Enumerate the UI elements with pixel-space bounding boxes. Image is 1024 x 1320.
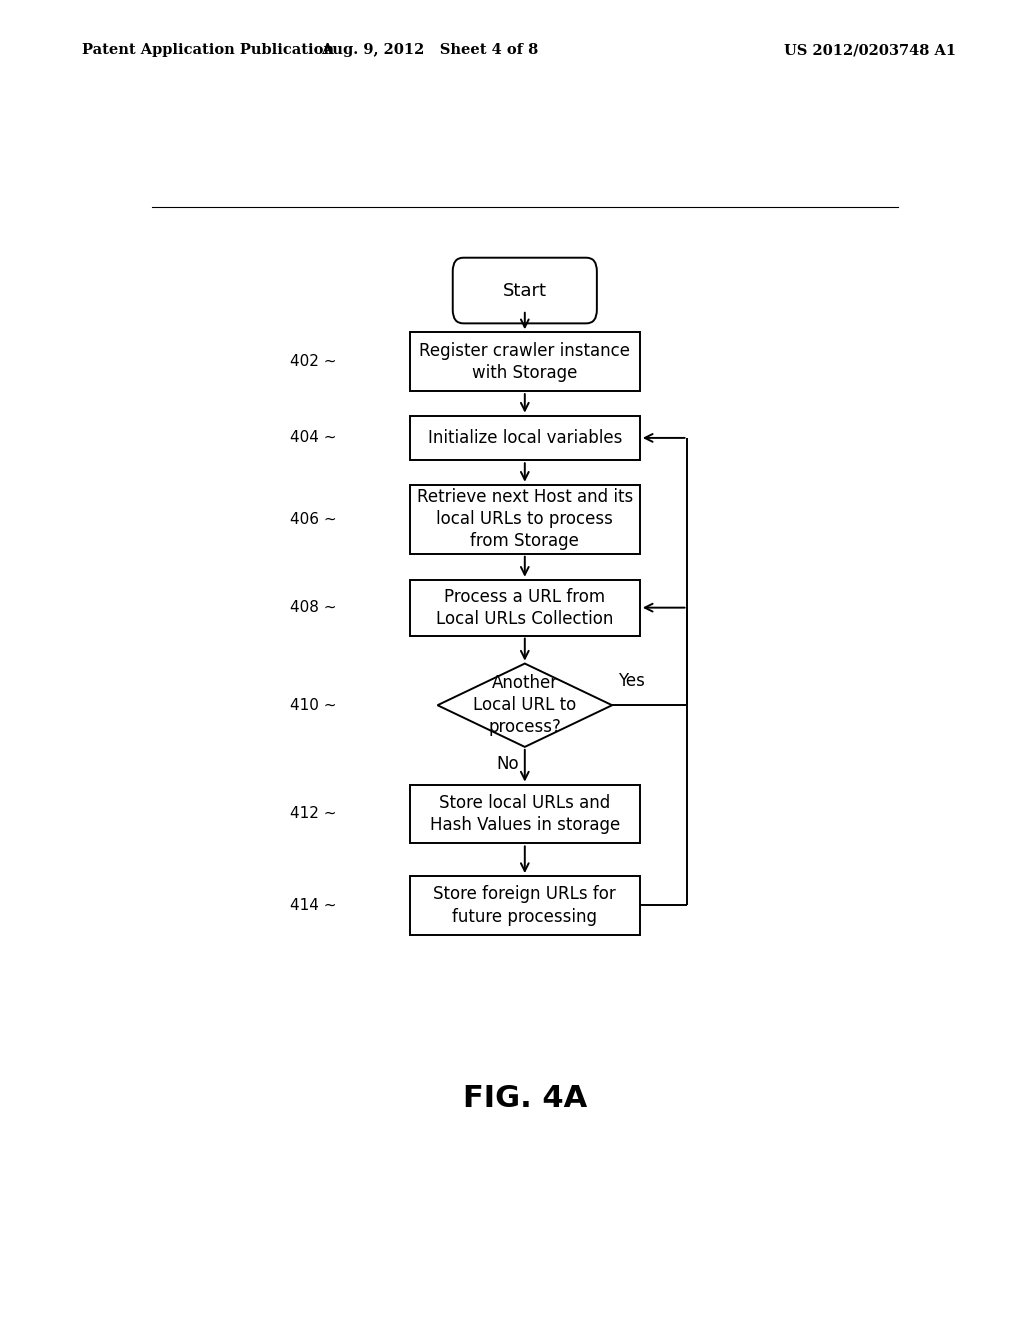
Text: 414 ~: 414 ~	[290, 898, 337, 913]
Bar	[410, 484, 640, 554]
Text: FIG. 4A: FIG. 4A	[463, 1084, 587, 1113]
Text: 404 ~: 404 ~	[290, 430, 337, 445]
Text: Yes: Yes	[618, 672, 645, 690]
Bar	[410, 416, 640, 461]
Bar	[410, 784, 640, 843]
Polygon shape	[437, 664, 612, 747]
Text: Initialize local variables: Initialize local variables	[428, 429, 622, 447]
Text: 408 ~: 408 ~	[290, 601, 337, 615]
Text: 402 ~: 402 ~	[290, 354, 337, 370]
Text: Register crawler instance
with Storage: Register crawler instance with Storage	[419, 342, 631, 381]
Text: Store foreign URLs for
future processing: Store foreign URLs for future processing	[433, 886, 616, 925]
Text: Another
Local URL to
process?: Another Local URL to process?	[473, 675, 577, 737]
Text: Store local URLs and
Hash Values in storage: Store local URLs and Hash Values in stor…	[430, 793, 620, 834]
Text: 412 ~: 412 ~	[290, 807, 337, 821]
Bar	[410, 876, 640, 935]
Text: Process a URL from
Local URLs Collection: Process a URL from Local URLs Collection	[436, 587, 613, 628]
FancyBboxPatch shape	[453, 257, 597, 323]
Text: Retrieve next Host and its
local URLs to process
from Storage: Retrieve next Host and its local URLs to…	[417, 488, 633, 550]
Text: 410 ~: 410 ~	[290, 698, 337, 713]
Text: 406 ~: 406 ~	[290, 512, 337, 527]
Bar	[410, 579, 640, 636]
Text: US 2012/0203748 A1: US 2012/0203748 A1	[784, 44, 956, 57]
Text: Patent Application Publication: Patent Application Publication	[82, 44, 334, 57]
Text: Start: Start	[503, 281, 547, 300]
Text: Aug. 9, 2012   Sheet 4 of 8: Aug. 9, 2012 Sheet 4 of 8	[322, 44, 539, 57]
Text: No: No	[496, 755, 518, 774]
Bar	[410, 333, 640, 391]
